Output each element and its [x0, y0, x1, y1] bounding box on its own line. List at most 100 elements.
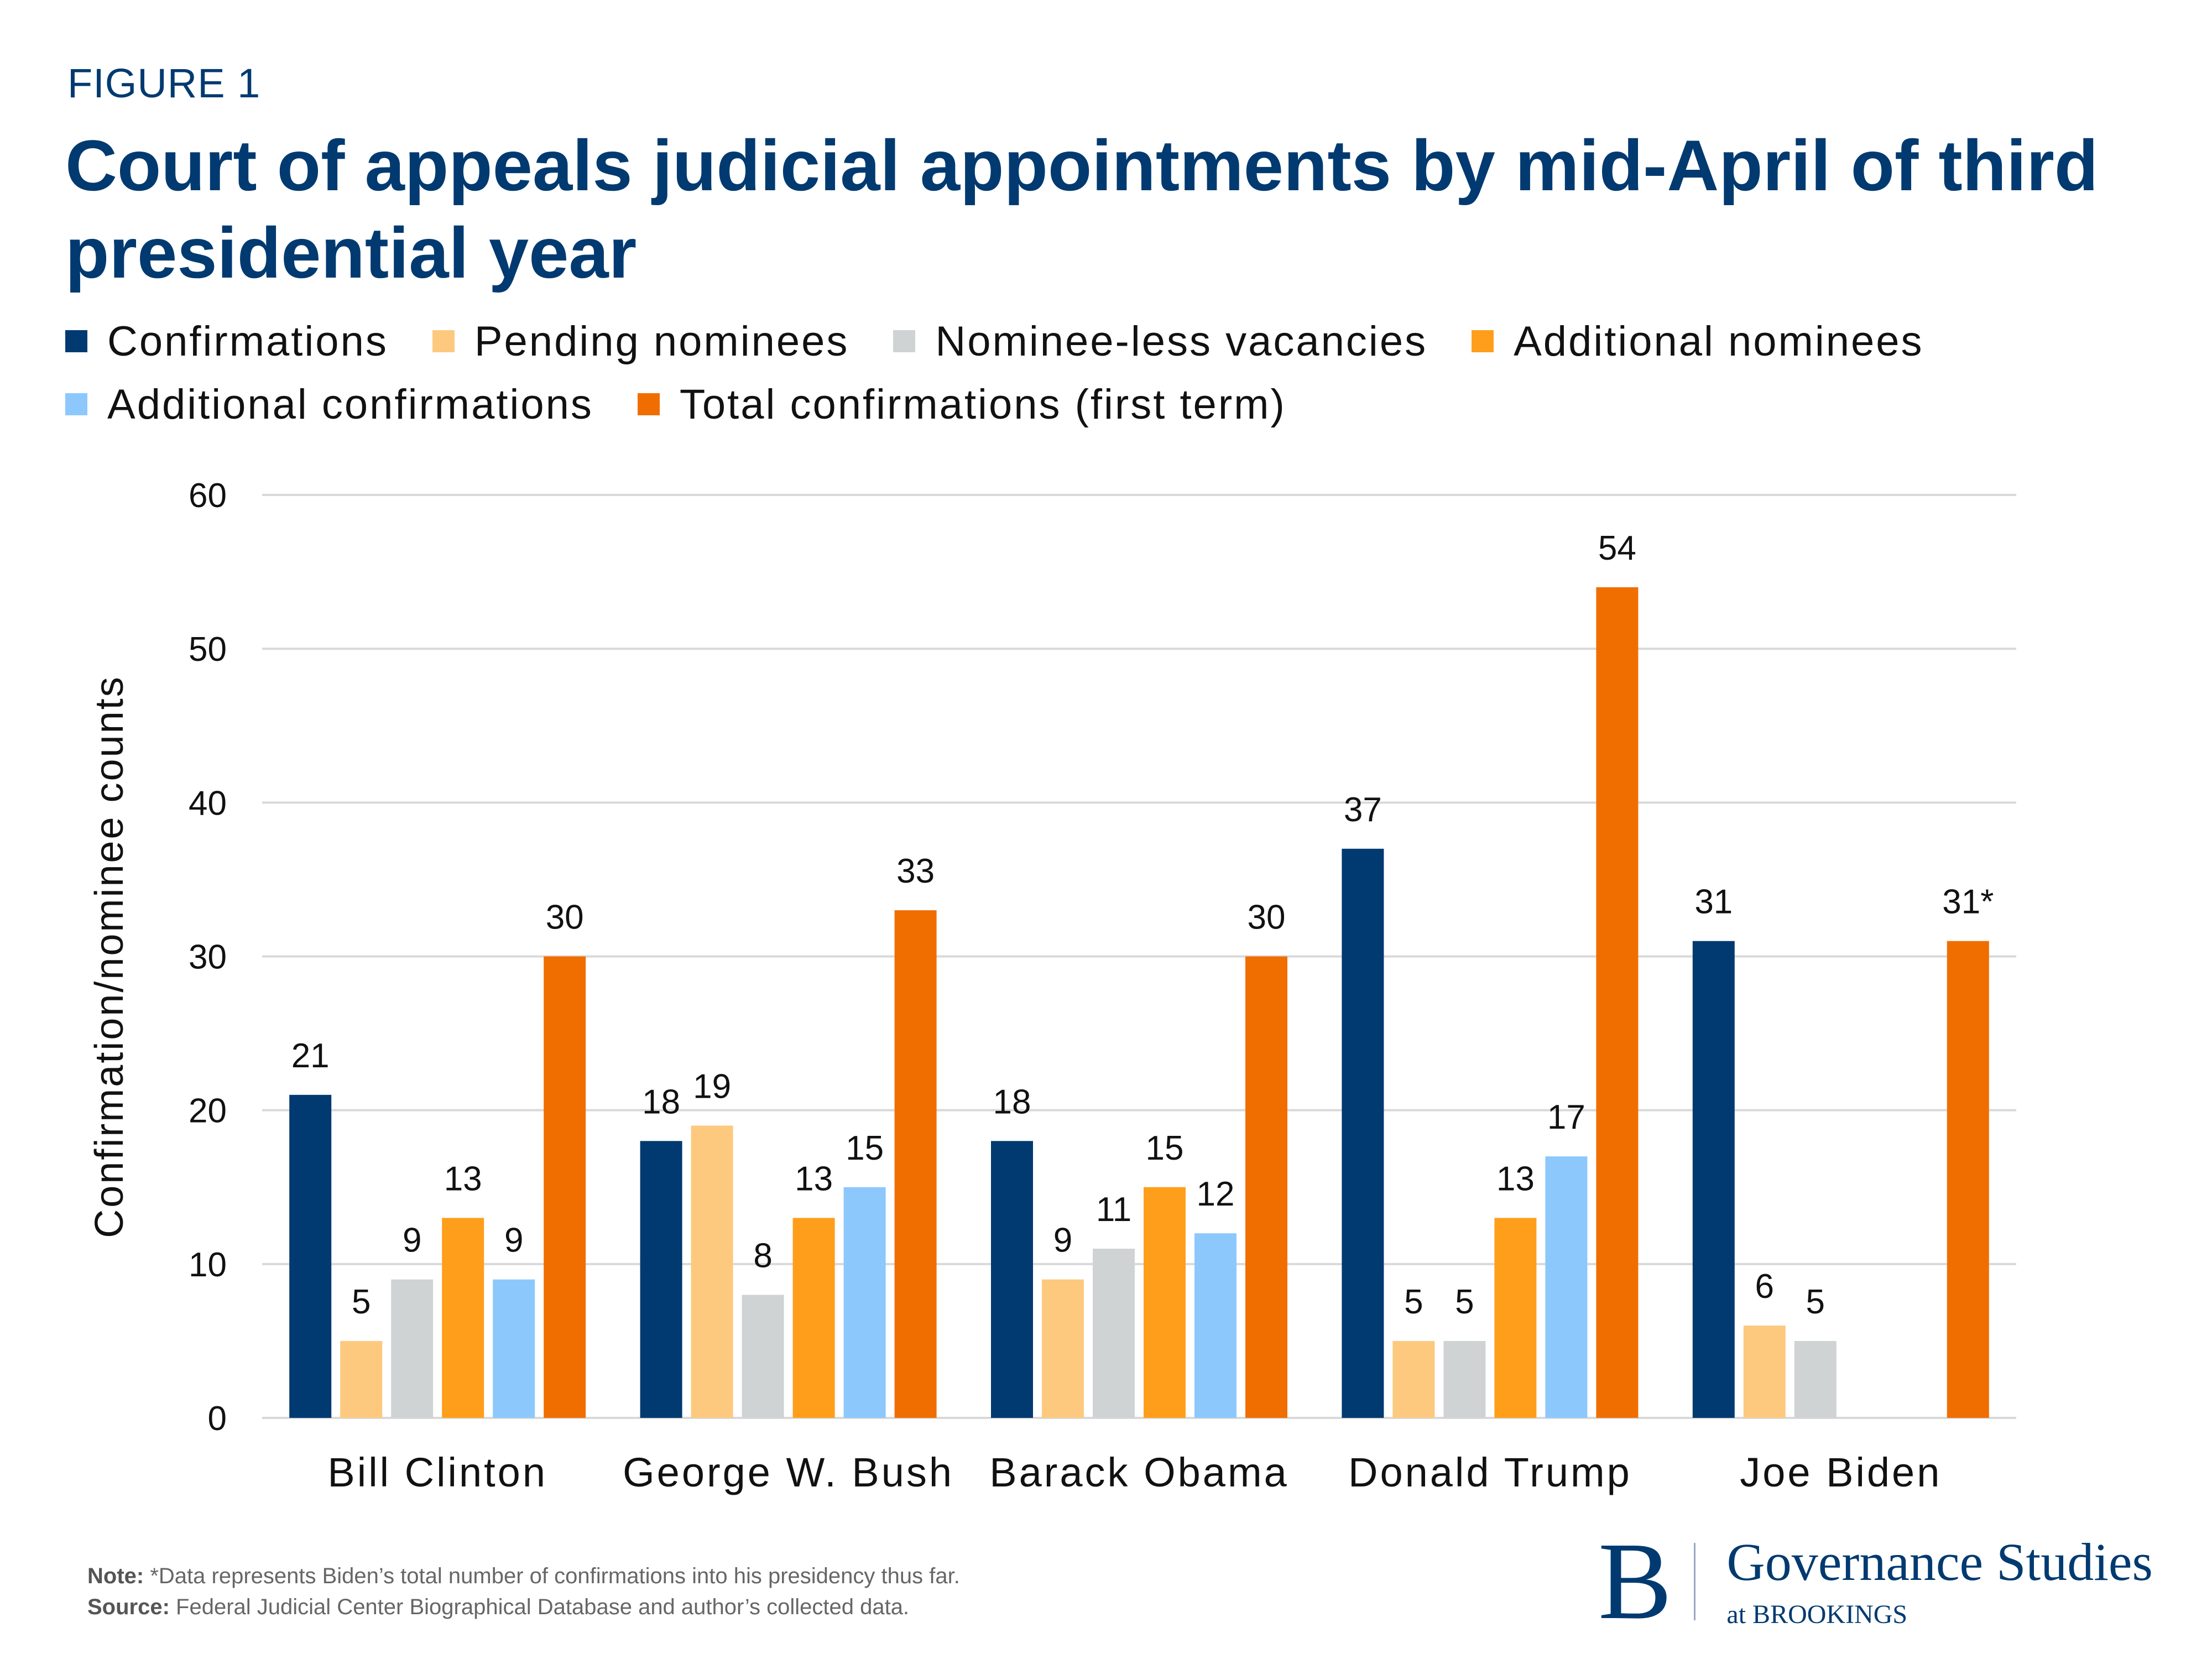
y-tick-label: 0 — [208, 1400, 227, 1438]
legend-item-additional-confirmations: Additional confirmations — [65, 380, 593, 429]
bar — [991, 1141, 1033, 1418]
source-line: Source: Federal Judicial Center Biograph… — [87, 1592, 960, 1623]
data-label: 13 — [795, 1160, 833, 1198]
bar — [1443, 1340, 1486, 1418]
bar — [1245, 956, 1287, 1418]
legend-label: Pending nominees — [474, 317, 849, 365]
data-label: 5 — [1806, 1283, 1825, 1321]
legend-label: Nominee-less vacancies — [935, 317, 1428, 365]
logo-name: Governance Studies — [1726, 1532, 2153, 1592]
legend-item-nominee-less-vacancies: Nominee-less vacancies — [893, 317, 1427, 366]
data-label: 5 — [352, 1283, 371, 1321]
note-line: Note: *Data represents Biden’s total num… — [87, 1561, 960, 1592]
data-label: 9 — [504, 1222, 523, 1260]
category-label: Barack Obama — [989, 1449, 1289, 1495]
legend-item-pending-nominees: Pending nominees — [432, 317, 849, 366]
legend-label: Additional confirmations — [107, 380, 593, 428]
legend-label: Total confirmations (first term) — [679, 380, 1286, 428]
legend-swatch — [65, 393, 87, 415]
bar — [1743, 1326, 1786, 1418]
category-label: Bill Clinton — [327, 1449, 547, 1495]
data-label: 5 — [1455, 1283, 1474, 1321]
brookings-logo: B Governance Studies at BROOKINGS — [1598, 1520, 2153, 1642]
data-label: 30 — [546, 899, 584, 937]
source-text: Federal Judicial Center Biographical Dat… — [169, 1595, 910, 1619]
bar — [544, 956, 586, 1418]
y-tick-label: 50 — [189, 630, 227, 669]
note-label: Note: — [87, 1564, 144, 1588]
legend: Confirmations Pending nominees Nominee-l… — [65, 310, 2111, 436]
legend-item-total-confirmations: Total confirmations (first term) — [637, 380, 1286, 429]
data-label: 8 — [753, 1237, 772, 1275]
bar — [340, 1340, 383, 1418]
data-label: 18 — [642, 1083, 680, 1121]
bar — [289, 1094, 332, 1418]
bar — [442, 1218, 484, 1418]
bar — [493, 1279, 535, 1418]
bar — [792, 1218, 835, 1418]
logo-sub: at BROOKINGS — [1726, 1600, 1908, 1629]
data-label: 17 — [1547, 1098, 1585, 1136]
data-label: 33 — [896, 852, 935, 890]
data-label: 31 — [1694, 883, 1733, 921]
legend-item-confirmations: Confirmations — [65, 317, 388, 366]
bar — [1093, 1249, 1135, 1418]
category-label: Joe Biden — [1740, 1449, 1942, 1495]
data-label: 18 — [993, 1083, 1031, 1121]
y-tick-label: 10 — [189, 1246, 227, 1284]
legend-swatch — [432, 330, 455, 352]
data-label: 30 — [1248, 899, 1286, 937]
y-tick-label: 60 — [189, 477, 227, 515]
bar — [1392, 1340, 1435, 1418]
legend-label: Confirmations — [107, 317, 388, 365]
data-label: 13 — [444, 1160, 482, 1198]
data-label: 37 — [1344, 791, 1382, 829]
bar — [1042, 1279, 1084, 1418]
data-label: 11 — [1096, 1191, 1131, 1229]
category-label: George W. Bush — [623, 1449, 954, 1495]
bar — [640, 1141, 682, 1418]
bar — [1194, 1233, 1237, 1418]
logo-divider — [1694, 1543, 1696, 1620]
category-label: Donald Trump — [1348, 1449, 1632, 1495]
bar — [391, 1279, 434, 1418]
figure-label: FIGURE 1 — [67, 60, 261, 106]
bar — [1144, 1187, 1186, 1418]
data-label: 5 — [1404, 1283, 1423, 1321]
bar — [1596, 587, 1639, 1418]
bar — [1494, 1218, 1537, 1418]
note-text: *Data represents Biden’s total number of… — [144, 1564, 960, 1588]
data-label: 54 — [1598, 529, 1636, 567]
bar — [894, 910, 937, 1418]
legend-swatch — [1472, 330, 1494, 352]
data-label: 21 — [291, 1037, 330, 1075]
legend-item-additional-nominees: Additional nominees — [1472, 317, 1923, 366]
legend-swatch — [65, 330, 87, 352]
data-label: 9 — [1053, 1222, 1072, 1260]
bar — [691, 1125, 733, 1418]
legend-row-1: Confirmations Pending nominees Nominee-l… — [65, 310, 2111, 373]
data-label: 9 — [403, 1222, 421, 1260]
bars — [289, 587, 1989, 1418]
bar — [843, 1187, 886, 1418]
y-tick-label: 30 — [189, 938, 227, 977]
legend-row-2: Additional confirmations Total confirmat… — [65, 373, 2111, 436]
footer-notes: Note: *Data represents Biden’s total num… — [87, 1561, 960, 1623]
chart-title: Court of appeals judicial appointments b… — [65, 125, 2099, 293]
category-labels: Bill Clinton George W. Bush Barack Obama Do… — [327, 1449, 1942, 1495]
legend-swatch — [893, 330, 916, 352]
data-label: 19 — [693, 1067, 731, 1105]
data-label: 15 — [846, 1129, 884, 1167]
bar — [1947, 941, 1989, 1418]
data-label: 12 — [1197, 1175, 1235, 1213]
data-label: 6 — [1755, 1267, 1774, 1306]
y-tick-label: 40 — [189, 784, 227, 822]
logo-mark: B — [1598, 1520, 1672, 1642]
data-label: 15 — [1146, 1129, 1184, 1167]
data-label: 31* — [1942, 883, 1994, 921]
data-label: 13 — [1496, 1160, 1535, 1198]
bar — [1342, 848, 1384, 1418]
bar — [1692, 941, 1735, 1418]
